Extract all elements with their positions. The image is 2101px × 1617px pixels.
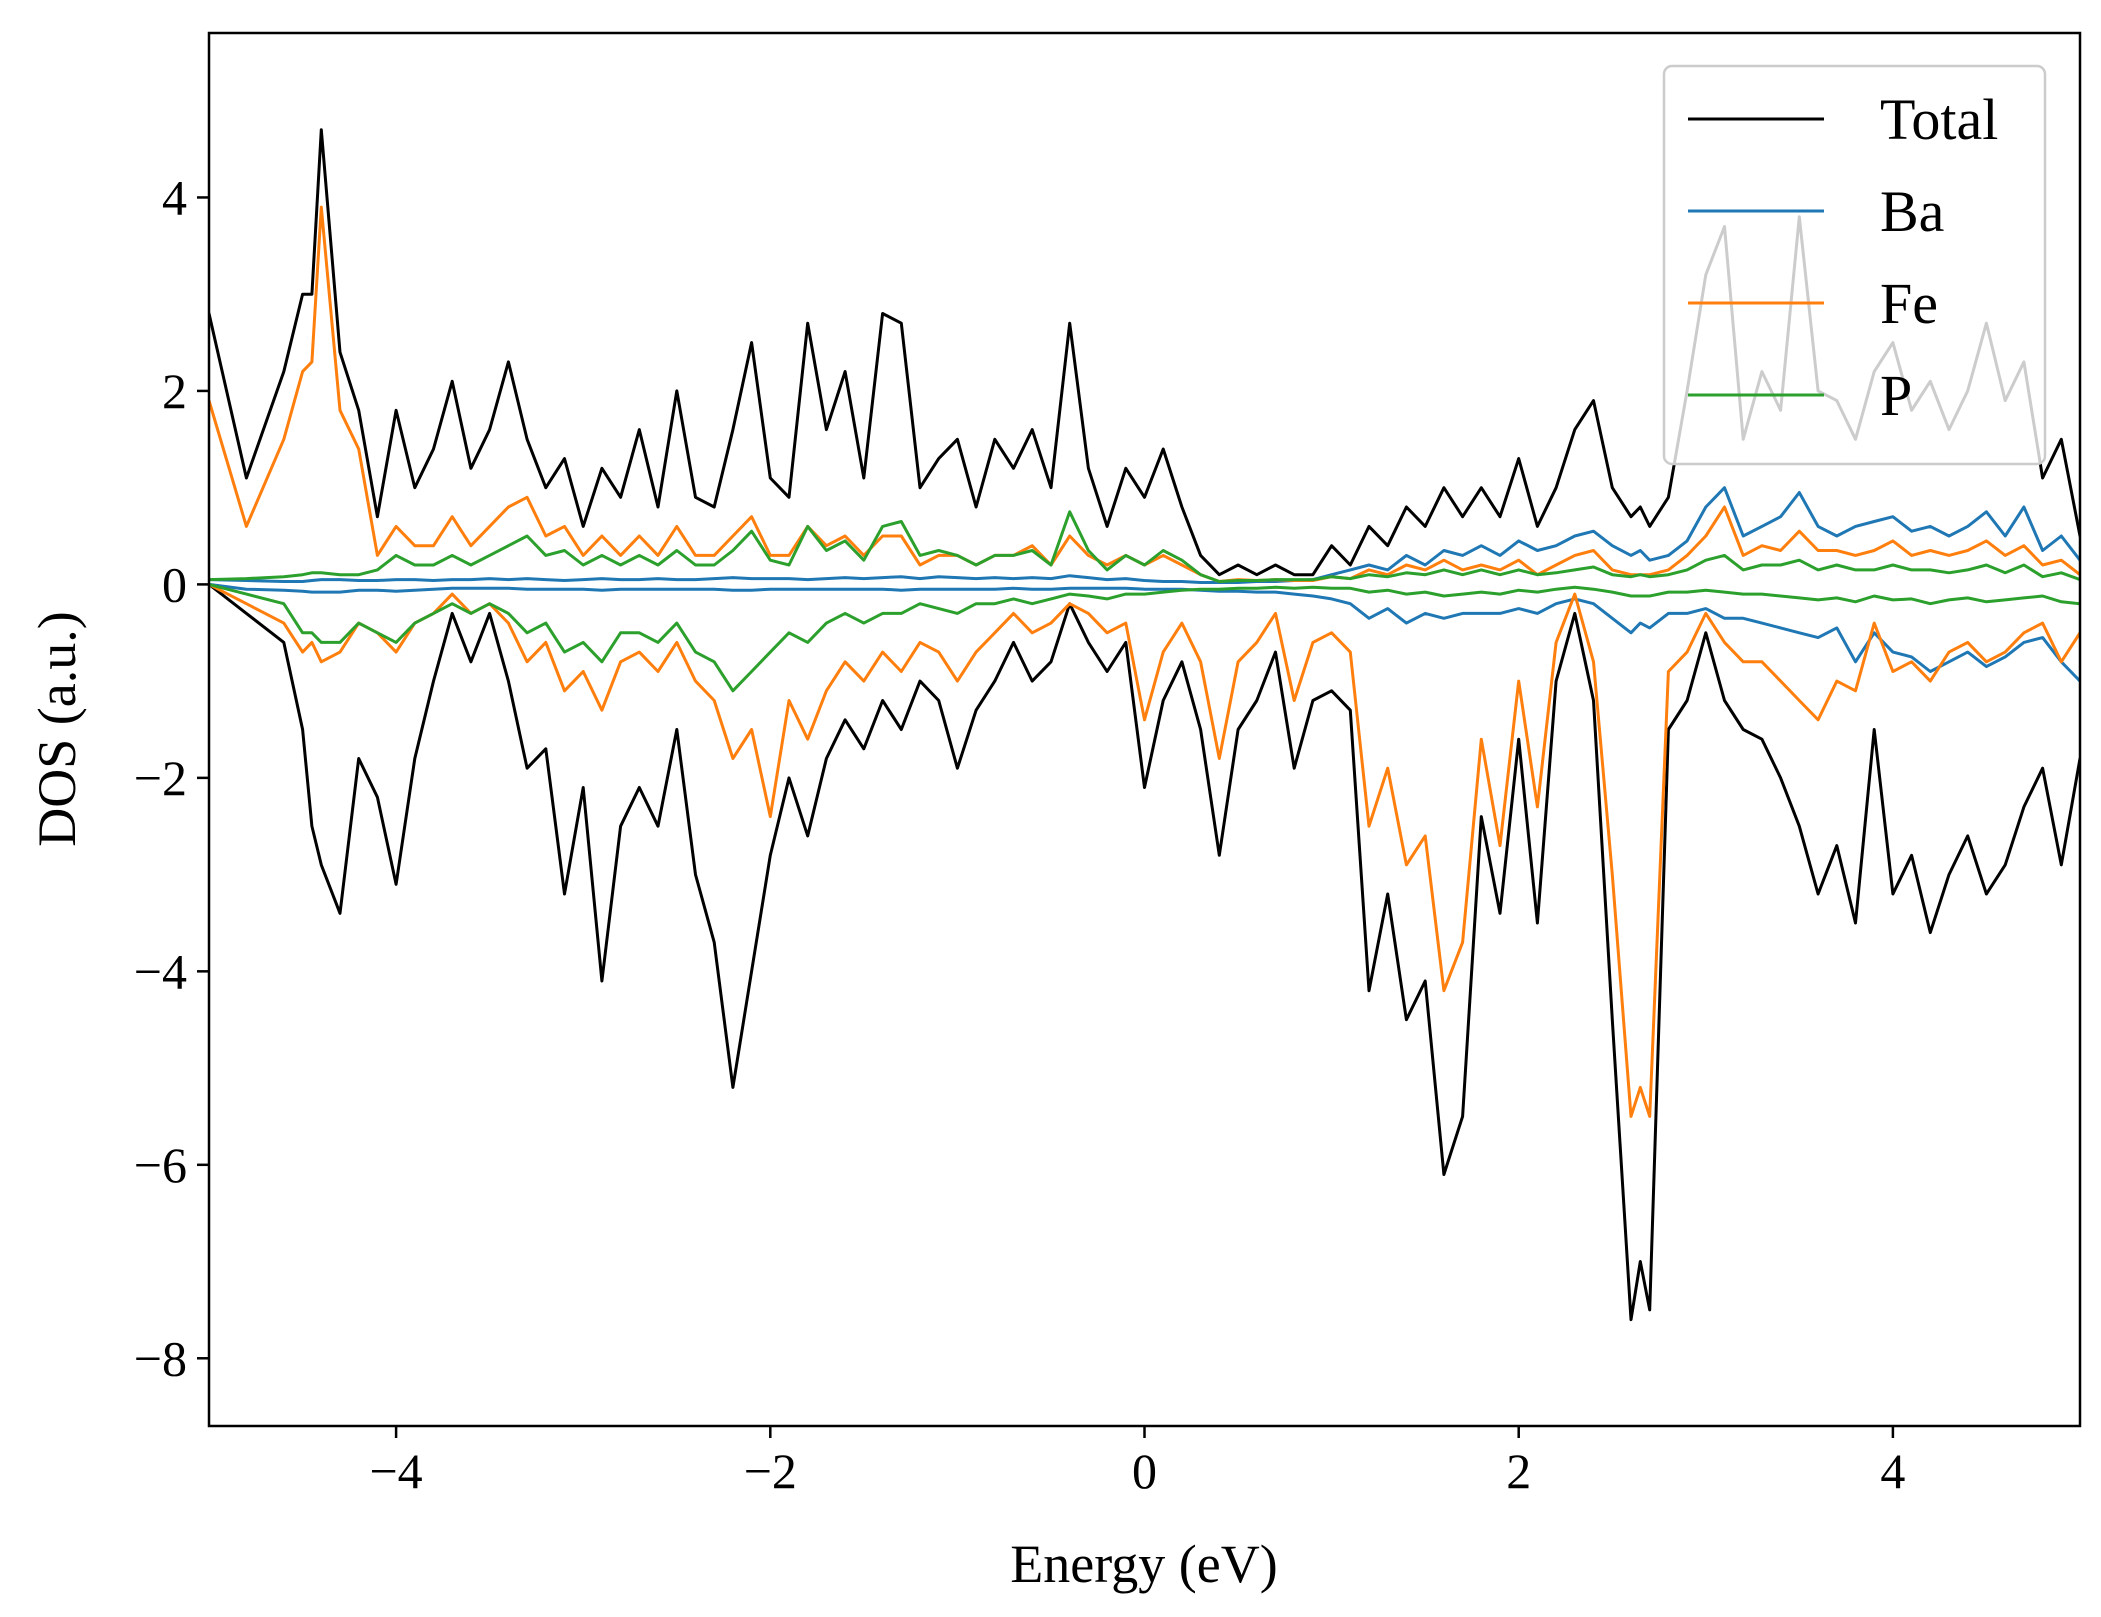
y-tick-label: −6 xyxy=(134,1137,187,1193)
y-axis-label: DOS (a.u.) xyxy=(27,611,87,846)
x-tick-label: 4 xyxy=(1880,1443,1905,1499)
series-line-fe-down xyxy=(209,582,2080,1118)
y-axis-ticks: 4 2 0 −2 −4 −6 −8 xyxy=(134,169,209,1386)
legend-label-ba: Ba xyxy=(1880,179,1944,244)
y-tick-label: 2 xyxy=(162,363,187,419)
x-tick-label: 2 xyxy=(1506,1443,1531,1499)
series-line-total-down xyxy=(209,582,2080,1322)
legend-label-fe: Fe xyxy=(1880,271,1938,336)
series-line-fe-up xyxy=(209,205,2080,583)
series-line-ba-down xyxy=(209,582,2080,683)
x-axis-ticks: −4 −2 0 2 4 xyxy=(369,1426,1905,1499)
y-tick-label: −2 xyxy=(134,750,187,806)
legend-label-total: Total xyxy=(1880,87,1998,152)
series-line-p-down xyxy=(209,582,2080,693)
legend-label-p: P xyxy=(1880,363,1912,428)
series-line-ba-up xyxy=(209,486,2080,584)
x-tick-label: −4 xyxy=(369,1443,422,1499)
y-tick-label: 0 xyxy=(162,556,187,612)
x-tick-label: −2 xyxy=(744,1443,797,1499)
x-tick-label: 0 xyxy=(1132,1443,1157,1499)
y-tick-label: −8 xyxy=(134,1330,187,1386)
series-layer xyxy=(209,128,2080,1322)
legend-box xyxy=(1662,64,2047,466)
series-line-p-up xyxy=(209,510,2080,583)
y-tick-label: 4 xyxy=(162,169,187,225)
x-axis-label: Energy (eV) xyxy=(1010,1534,1277,1594)
legend: Total Ba Fe P xyxy=(1662,64,2047,466)
y-tick-label: −4 xyxy=(134,943,187,999)
